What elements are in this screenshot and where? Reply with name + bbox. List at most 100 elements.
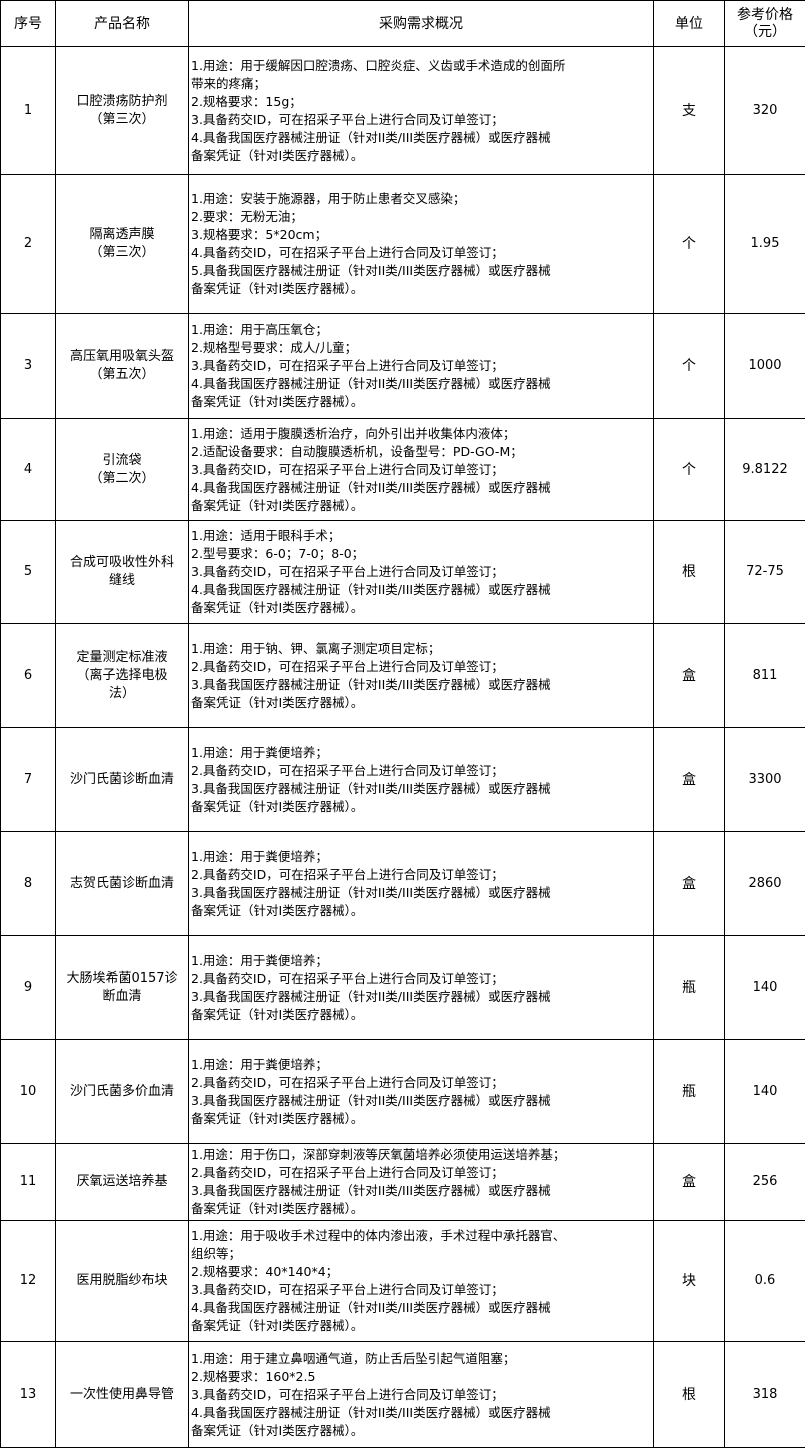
row-number: 1 xyxy=(0,46,56,175)
product-name: 高压氧用吸氧头盔 （第五次） xyxy=(55,313,189,419)
table-row: 9 大肠埃希菌0157诊 断血清 1.用途：用于粪便培养； 2.具备药交ID，可在招采… xyxy=(0,935,805,1040)
header-no: 序号 xyxy=(0,0,56,47)
requirement-line: 5.具备我国医疗器械注册证（针对II类/III类医疗器械）或医疗器械 xyxy=(191,263,551,278)
requirement-line: 3.具备我国医疗器械注册证（针对II类/III类医疗器械）或医疗器械 xyxy=(191,780,551,796)
row-number: 7 xyxy=(0,727,56,832)
requirement-line: 3.具备我国医疗器械注册证（针对II类/III类医疗器械）或医疗器械 xyxy=(191,988,551,1004)
requirement-line: 2.具备药交ID，可在招采子平台上进行合同及订单签订； xyxy=(191,970,504,986)
requirement-line: 备案凭证（针对I类医疗器械）。 xyxy=(191,600,364,615)
row-number: 6 xyxy=(0,623,56,728)
requirement-line: 备案凭证（针对I类医疗器械）。 xyxy=(191,1110,364,1126)
requirement-line: 2.规格型号要求：成人/儿童； xyxy=(191,340,358,355)
table-row: 2 隔离透声膜 （第三次） 1.用途：安装于施源器，用于防止患者交叉感染； 2.要求：… xyxy=(0,174,805,314)
table-row: 13 一次性使用鼻导管 1.用途：用于建立鼻咽通气道，防止舌后坠引起气道阻塞； 2.规… xyxy=(0,1341,805,1448)
requirements: 1.用途：安装于施源器，用于防止患者交叉感染； 2.要求：无粉无油； 3.规格要求：… xyxy=(188,174,654,314)
requirements: 1.用途：用于高压氧仓； 2.规格型号要求：成人/儿童； 3.具备药交ID，可在招采… xyxy=(188,313,654,419)
requirement-line: 1.用途：适用于眼科手术； xyxy=(191,528,341,543)
requirement-line: 2.型号要求：6-0；7-0；8-0； xyxy=(191,546,365,561)
table-row: 10 沙门氏菌多价血清 1.用途：用于粪便培养； 2.具备药交ID，可在招采子平台上进… xyxy=(0,1039,805,1144)
requirement-line: 3.具备药交ID，可在招采子平台上进行合同及订单签订； xyxy=(191,111,504,127)
requirement-line: 备案凭证（针对I类医疗器械）。 xyxy=(191,497,364,513)
requirement-line: 1.用途：用于粪便培养； xyxy=(191,952,328,968)
row-number: 4 xyxy=(0,418,56,521)
requirement-line: 备案凭证（针对I类医疗器械）。 xyxy=(191,1201,364,1216)
requirement-line: 4.具备我国医疗器械注册证（针对II类/III类医疗器械）或医疗器械 xyxy=(191,582,551,597)
table-row: 8 志贺氏菌诊断血清 1.用途：用于粪便培养； 2.具备药交ID，可在招采子平台上进行… xyxy=(0,831,805,936)
requirement-line: 3.具备我国医疗器械注册证（针对II类/III类医疗器械）或医疗器械 xyxy=(191,884,551,900)
reference-price: 2860 xyxy=(724,831,805,936)
product-name: 大肠埃希菌0157诊 断血清 xyxy=(55,935,189,1040)
table-row: 11 厌氧运送培养基 1.用途：用于伤口，深部穿刺液等厌氧菌培养必须使用运送培养基；… xyxy=(0,1143,805,1221)
requirement-line: 2.规格要求：160*2.5 xyxy=(191,1368,316,1384)
reference-price: 0.6 xyxy=(724,1220,805,1342)
requirement-line: 2.具备药交ID，可在招采子平台上进行合同及订单签订； xyxy=(191,1074,504,1090)
unit: 根 xyxy=(653,520,725,624)
row-number: 9 xyxy=(0,935,56,1040)
requirement-line: 2.要求：无粉无油； xyxy=(191,209,303,224)
requirement-line: 1.用途：用于建立鼻咽通气道，防止舌后坠引起气道阻塞； xyxy=(191,1350,516,1366)
requirement-line: 3.具备药交ID，可在招采子平台上进行合同及订单签订； xyxy=(191,564,504,579)
unit: 支 xyxy=(653,46,725,175)
requirement-line: 备案凭证（针对I类医疗器械）。 xyxy=(191,394,364,409)
requirements: 1.用途：用于伤口，深部穿刺液等厌氧菌培养必须使用运送培养基； 2.具备药交ID，… xyxy=(188,1143,654,1221)
row-number: 8 xyxy=(0,831,56,936)
reference-price: 811 xyxy=(724,623,805,728)
requirement-line: 1.用途：安装于施源器，用于防止患者交叉感染； xyxy=(191,191,466,206)
product-name: 沙门氏菌多价血清 xyxy=(55,1039,189,1144)
requirement-line: 4.具备我国医疗器械注册证（针对II类/III类医疗器械）或医疗器械 xyxy=(191,1300,551,1315)
requirement-line: 3.具备药交ID，可在招采子平台上进行合同及订单签订； xyxy=(191,1386,504,1402)
product-name: 厌氧运送培养基 xyxy=(55,1143,189,1221)
reference-price: 140 xyxy=(724,935,805,1040)
table-row: 6 定量测定标准液 （离子选择电极 法） 1.用途：用于钠、钾、氯离子测定项目定标；… xyxy=(0,623,805,728)
requirements: 1.用途：用于缓解因口腔溃疡、口腔炎症、义齿或手术造成的创面所 带来的疼痛； 2.规… xyxy=(188,46,654,175)
header-requirements: 采购需求概况 xyxy=(188,0,654,47)
unit: 块 xyxy=(653,1220,725,1342)
reference-price: 9.8122 xyxy=(724,418,805,521)
requirement-line: 2.规格要求：15g； xyxy=(191,93,302,109)
row-number: 2 xyxy=(0,174,56,314)
requirement-line: 1.用途：用于钠、钾、氯离子测定项目定标； xyxy=(191,640,441,656)
requirement-line: 4.具备我国医疗器械注册证（针对II类/III类医疗器械）或医疗器械 xyxy=(191,1404,551,1420)
requirement-line: 1.用途：用于缓解因口腔溃疡、口腔炎症、义齿或手术造成的创面所 xyxy=(191,57,566,73)
requirements: 1.用途：适用于眼科手术； 2.型号要求：6-0；7-0；8-0； 3.具备药交ID… xyxy=(188,520,654,624)
table-row: 1 口腔溃疡防护剂 （第三次） 1.用途：用于缓解因口腔溃疡、口腔炎症、义齿或手术造… xyxy=(0,46,805,175)
header-name: 产品名称 xyxy=(55,0,189,47)
requirement-line: 带来的疼痛； xyxy=(191,75,267,91)
requirement-line: 组织等； xyxy=(191,1246,242,1261)
unit: 瓶 xyxy=(653,935,725,1040)
table-row: 4 引流袋 （第二次） 1.用途：适用于腹膜透析治疗，向外引出并收集体内液体； 2.适… xyxy=(0,418,805,521)
unit: 盒 xyxy=(653,727,725,832)
unit: 根 xyxy=(653,1341,725,1448)
reference-price: 140 xyxy=(724,1039,805,1144)
requirement-line: 1.用途：用于伤口，深部穿刺液等厌氧菌培养必须使用运送培养基； xyxy=(191,1147,566,1162)
product-name: 沙门氏菌诊断血清 xyxy=(55,727,189,832)
requirement-line: 备案凭证（针对I类医疗器械）。 xyxy=(191,798,364,814)
requirement-line: 2.具备药交ID，可在招采子平台上进行合同及订单签订； xyxy=(191,1165,504,1180)
unit: 个 xyxy=(653,174,725,314)
row-number: 10 xyxy=(0,1039,56,1144)
requirement-line: 1.用途：适用于腹膜透析治疗，向外引出并收集体内液体； xyxy=(191,425,516,441)
requirement-line: 2.具备药交ID，可在招采子平台上进行合同及订单签订； xyxy=(191,658,504,674)
requirements: 1.用途：适用于腹膜透析治疗，向外引出并收集体内液体； 2.适配设备要求：自动腹膜… xyxy=(188,418,654,521)
requirement-line: 2.具备药交ID，可在招采子平台上进行合同及订单签订； xyxy=(191,866,504,882)
unit: 盒 xyxy=(653,623,725,728)
requirement-line: 3.具备我国医疗器械注册证（针对II类/III类医疗器械）或医疗器械 xyxy=(191,1092,551,1108)
reference-price: 320 xyxy=(724,46,805,175)
requirement-line: 4.具备我国医疗器械注册证（针对II类/III类医疗器械）或医疗器械 xyxy=(191,129,551,145)
table-row: 7 沙门氏菌诊断血清 1.用途：用于粪便培养； 2.具备药交ID，可在招采子平台上进行… xyxy=(0,727,805,832)
requirement-line: 1.用途：用于吸收手术过程中的体内渗出液，手术过程中承托器官、 xyxy=(191,1228,566,1243)
reference-price: 318 xyxy=(724,1341,805,1448)
requirement-line: 3.具备药交ID，可在招采子平台上进行合同及订单签订； xyxy=(191,461,504,477)
requirement-line: 备案凭证（针对I类医疗器械）。 xyxy=(191,902,364,918)
product-name: 一次性使用鼻导管 xyxy=(55,1341,189,1448)
product-name: 隔离透声膜 （第三次） xyxy=(55,174,189,314)
reference-price: 256 xyxy=(724,1143,805,1221)
requirement-line: 2.具备药交ID，可在招采子平台上进行合同及订单签订； xyxy=(191,762,504,778)
requirement-line: 2.规格要求：40*140*4； xyxy=(191,1264,339,1279)
requirement-line: 备案凭证（针对I类医疗器械）。 xyxy=(191,1006,364,1022)
row-number: 11 xyxy=(0,1143,56,1221)
requirements: 1.用途：用于粪便培养； 2.具备药交ID，可在招采子平台上进行合同及订单签订； 3… xyxy=(188,1039,654,1144)
unit: 盒 xyxy=(653,1143,725,1221)
requirement-line: 备案凭证（针对I类医疗器械）。 xyxy=(191,147,364,163)
product-name: 医用脱脂纱布块 xyxy=(55,1220,189,1342)
